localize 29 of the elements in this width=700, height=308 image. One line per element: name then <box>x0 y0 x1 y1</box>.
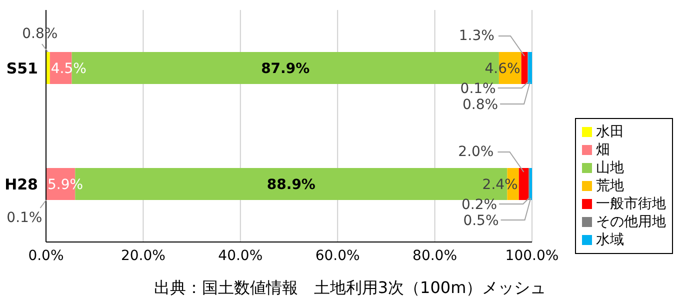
x-tick-label: 80.0% <box>412 248 458 264</box>
legend-label: 一般市街地 <box>596 195 666 213</box>
legend-label: 畑 <box>596 141 610 159</box>
bar <box>46 52 50 84</box>
legend-label: 水田 <box>596 123 624 141</box>
data-label: 0.1% <box>460 81 496 97</box>
x-tick-label: 100.0% <box>505 248 559 264</box>
data-label: 1.3% <box>458 28 494 44</box>
legend-label: 山地 <box>596 159 624 177</box>
data-label: 88.9% <box>266 177 316 193</box>
y-tick-label: H28 <box>4 175 38 194</box>
x-tick-label: 40.0% <box>218 248 263 264</box>
data-label: 87.9% <box>261 61 310 77</box>
bar <box>518 168 529 200</box>
data-label: 0.8% <box>462 97 498 113</box>
legend-label: その他用地 <box>596 213 666 231</box>
bar <box>521 52 528 84</box>
y-tick-label: S51 <box>6 59 38 78</box>
data-label: 0.2% <box>462 197 498 213</box>
data-label: 0.5% <box>463 213 499 229</box>
legend-label: 水域 <box>596 231 624 249</box>
data-label: 2.0% <box>458 144 494 160</box>
data-label: 0.1% <box>6 210 42 226</box>
x-tick-label: 0.0% <box>28 248 64 264</box>
legend-label: 荒地 <box>596 177 624 195</box>
source-note: 出典：国土数値情報 土地利用3次（100m）メッシュ <box>152 278 548 299</box>
x-tick-label: 20.0% <box>120 248 166 264</box>
x-tick-label: 60.0% <box>315 248 360 264</box>
bar <box>528 52 532 84</box>
